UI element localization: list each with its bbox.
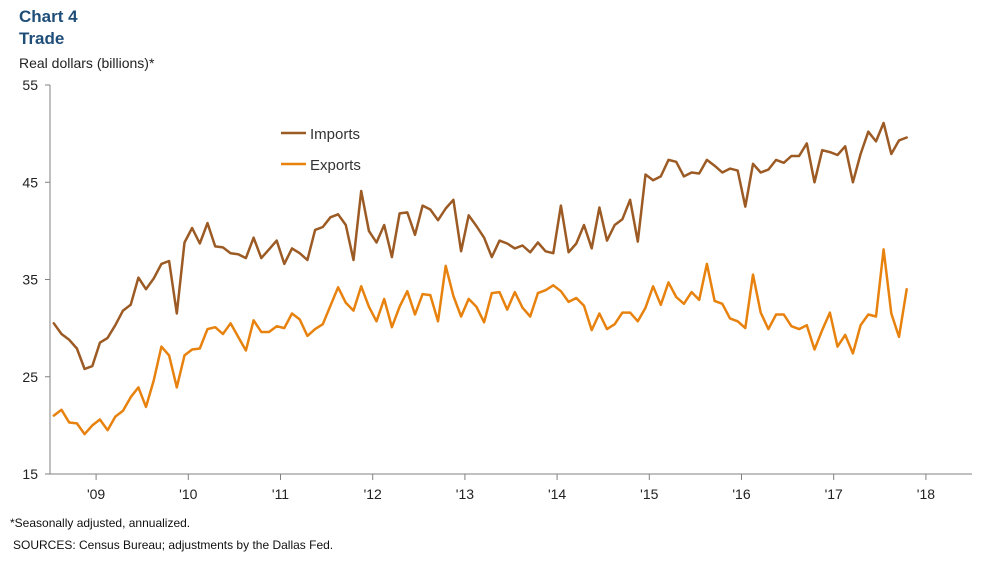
y-tick-label: 25 xyxy=(22,369,38,385)
x-tick-label: '09 xyxy=(87,486,105,502)
x-tick-label: '13 xyxy=(456,486,474,502)
axes: 15 25 35 45 55 '09 '10 '11 '12 '13 '14 '15 '16 '17 '18 xyxy=(22,77,972,502)
y-axis-label: Real dollars (billions)* xyxy=(19,55,155,71)
x-tick-label: '16 xyxy=(732,486,750,502)
x-tick-label: '10 xyxy=(179,486,197,502)
x-tick-label: '18 xyxy=(917,486,935,502)
chart-number: Chart 4 xyxy=(19,7,78,26)
legend-label-exports: Exports xyxy=(310,157,361,174)
legend: Imports Exports xyxy=(281,126,361,174)
sources-note: SOURCES: Census Bureau; adjustments by t… xyxy=(13,538,334,552)
legend-label-imports: Imports xyxy=(310,126,360,143)
x-tick-label: '12 xyxy=(364,486,382,502)
y-tick-label: 15 xyxy=(22,466,38,482)
y-tick-label: 55 xyxy=(22,77,38,93)
y-tick-label: 35 xyxy=(22,272,38,288)
x-tick-label: '11 xyxy=(272,486,289,502)
y-tick-label: 45 xyxy=(22,174,38,190)
chart-title: Trade xyxy=(19,29,65,48)
x-tick-label: '14 xyxy=(548,486,566,502)
x-tick-label: '15 xyxy=(640,486,658,502)
footnote: *Seasonally adjusted, annualized. xyxy=(10,516,191,530)
x-tick-label: '17 xyxy=(825,486,843,502)
series-lines xyxy=(52,121,908,436)
series-line-exports xyxy=(52,248,908,436)
series-line-imports xyxy=(52,121,908,371)
